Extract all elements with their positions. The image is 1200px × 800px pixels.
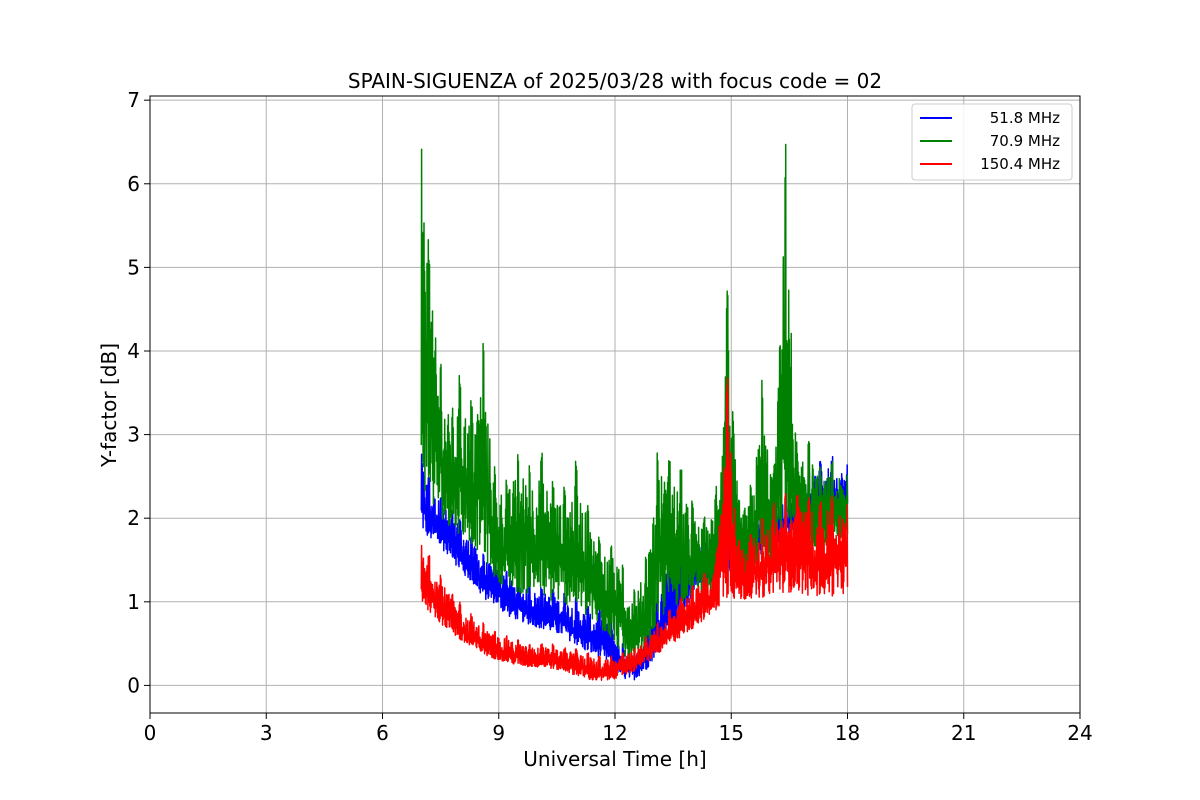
- x-tick-label: 15: [719, 721, 744, 745]
- y-tick-label: 2: [127, 506, 140, 530]
- legend-box: [911, 103, 1073, 181]
- x-tick-label: 12: [602, 721, 627, 745]
- x-tick-label: 3: [260, 721, 273, 745]
- y-tick-label: 4: [127, 339, 140, 363]
- legend: 51.8 MHz 70.9 MHz 150.4 MHz: [911, 103, 1073, 181]
- y-tick-label: 6: [127, 172, 140, 196]
- series-line-1: [420, 143, 849, 664]
- legend-label: 150.4 MHz: [980, 155, 1060, 173]
- x-tick-label: 0: [144, 721, 157, 745]
- series-line-2: [420, 377, 849, 681]
- x-tick-label: 6: [376, 721, 389, 745]
- y-tick-label: 1: [127, 590, 140, 614]
- x-tick-label: 18: [835, 721, 860, 745]
- x-tick-label: 21: [951, 721, 976, 745]
- chart-title: SPAIN-SIGUENZA of 2025/03/28 with focus …: [348, 69, 882, 93]
- x-axis-title: Universal Time [h]: [523, 747, 706, 771]
- y-axis-title: Y-factor [dB]: [97, 343, 121, 468]
- x-axis: 0 3 6 9 12 15 18 21 24: [144, 713, 1093, 745]
- legend-label: 51.8 MHz: [990, 109, 1060, 127]
- series-layer: [420, 143, 849, 681]
- y-axis: 0 1 2 3 4 5 6 7: [127, 88, 150, 697]
- x-tick-label: 9: [492, 721, 505, 745]
- y-tick-label: 0: [127, 673, 140, 697]
- y-tick-label: 5: [127, 255, 140, 279]
- y-tick-label: 3: [127, 423, 140, 447]
- x-tick-label: 24: [1067, 721, 1092, 745]
- legend-label: 70.9 MHz: [990, 132, 1060, 150]
- y-tick-label: 7: [127, 88, 140, 112]
